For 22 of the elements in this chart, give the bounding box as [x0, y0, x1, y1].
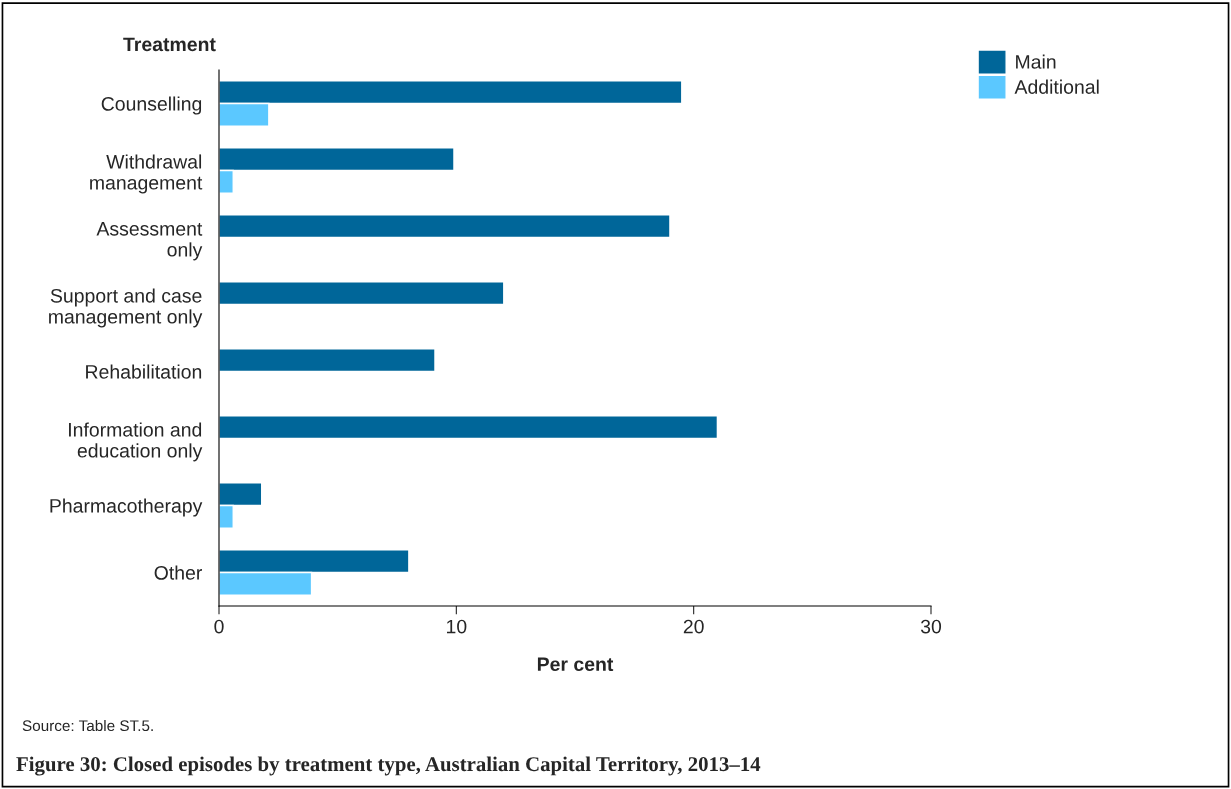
y-tick-label: Withdrawal management: [90, 154, 203, 194]
x-tick-label: 20: [683, 619, 704, 634]
x-tick-label: 30: [920, 619, 942, 634]
source-note: Source: Table ST.5.: [22, 719, 153, 732]
bar: [219, 214, 671, 239]
x-tick-label: 10: [447, 619, 467, 634]
y-tick-label: Pharmacotherapy: [50, 498, 203, 517]
y-tick-label: Other: [154, 565, 203, 580]
y-tick-label: Information and education only: [69, 422, 203, 462]
y-axis-title: Treatment: [123, 37, 216, 52]
text: Figure 30: Closed episodes by treatment type, Australian Capital Territory, 2013–14: [16, 756, 761, 776]
x-axis-title: Per cent: [537, 657, 614, 672]
legend-label: Additional: [1014, 79, 1099, 94]
bar: [219, 348, 436, 373]
y-tick-label: Rehabilitation: [86, 364, 202, 379]
bar: [219, 281, 505, 306]
y-tick-label: Assessment only: [96, 222, 203, 261]
legend-label: Main: [1016, 54, 1056, 69]
x-tick-label: 0: [214, 619, 224, 634]
y-tick-label: Counselling: [101, 96, 202, 115]
bar: [219, 415, 719, 440]
y-tick-label: Support and case management only: [49, 288, 203, 328]
